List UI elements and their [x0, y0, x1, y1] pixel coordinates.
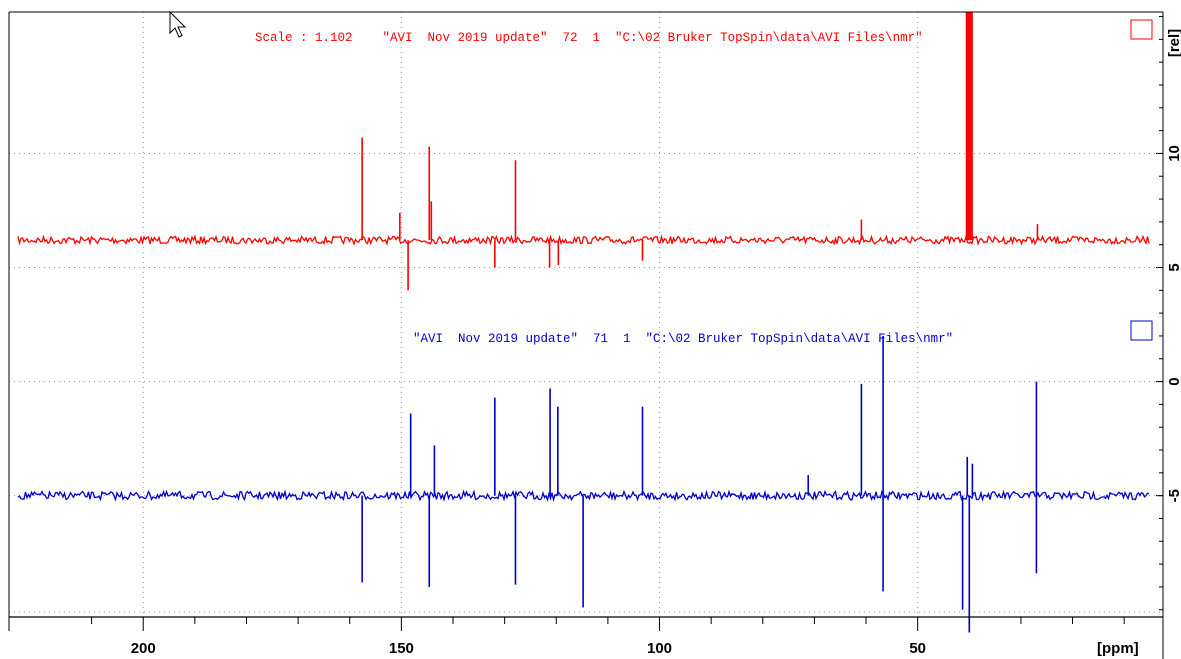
x-tick-label: 150: [389, 640, 414, 657]
x-tick-label: 50: [909, 640, 926, 657]
baseline-noise-spectrum-blue: [17, 489, 1150, 503]
baseline-noise-spectrum-red: [17, 233, 1150, 247]
y-axis-unit-label: [rel]: [1166, 29, 1181, 57]
y-tick-label: 10: [1166, 145, 1181, 162]
mouse-cursor-icon: [169, 10, 187, 38]
series-spectrum-red: [17, 12, 1150, 291]
gridlines: [9, 12, 1163, 617]
y-tick-label: 0: [1166, 377, 1181, 385]
x-axis-unit-label: [ppm]: [1097, 640, 1139, 657]
x-tick-label: 100: [647, 640, 672, 657]
spectra: [17, 12, 1150, 633]
y-tick-label: 5: [1166, 263, 1181, 271]
red-spectrum-selector-box[interactable]: [1130, 19, 1153, 40]
red-spectrum-header: Scale : 1.102 "AVI Nov 2019 update" 72 1…: [255, 31, 923, 45]
series-spectrum-blue: [17, 335, 1150, 633]
blue-spectrum-header: "AVI Nov 2019 update" 71 1 "C:\02 Bruker…: [413, 332, 953, 346]
blue-spectrum-selector-box[interactable]: [1130, 320, 1153, 341]
x-axis-ticks: 200 150 100 50: [91, 617, 1125, 657]
y-axis-ticks: 10 5 0 -5: [1156, 16, 1181, 611]
y-tick-label: -5: [1166, 489, 1181, 502]
x-tick-label: 200: [131, 640, 156, 657]
